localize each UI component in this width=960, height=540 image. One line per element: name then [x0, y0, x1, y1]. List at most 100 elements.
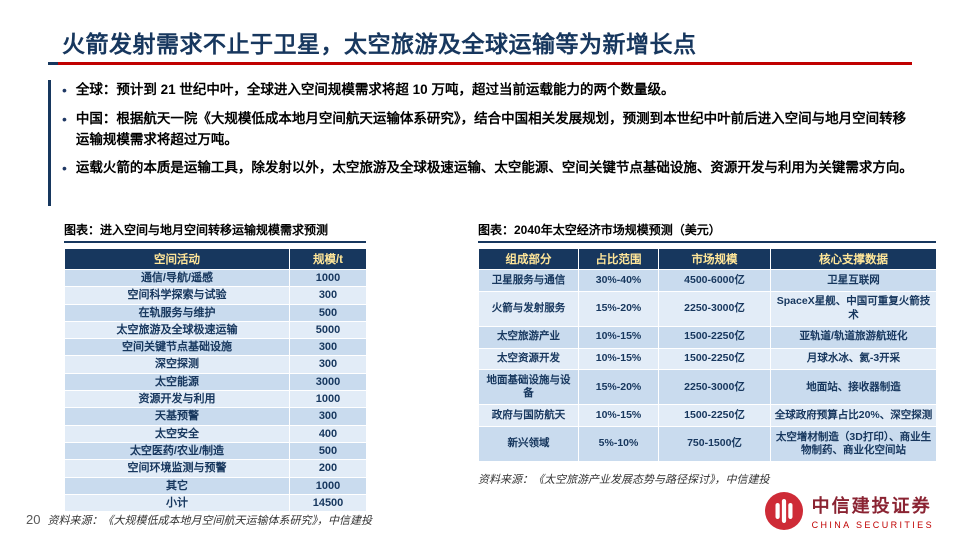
table-cell: 1500-2250亿: [658, 325, 771, 349]
column-header: 市场规模: [658, 248, 771, 270]
title-underline-tip: [48, 62, 58, 65]
table-row: 太空旅游及全球极速运输 5000: [64, 320, 367, 340]
table-cell: 其它: [64, 476, 290, 495]
table-cell: 太空资源开发: [478, 347, 579, 371]
table-cell: 2250-3000亿: [658, 290, 771, 327]
table-cell: 300: [289, 338, 367, 357]
page-title: 火箭发射需求不止于卫星，太空旅游及全球运输等为新增长点: [62, 31, 697, 57]
table-header-row: 组成部分 占比范围 市场规模 核心支撑数据: [478, 248, 937, 270]
table-row: 在轨服务与维护 500: [64, 303, 367, 322]
bullet-body: 根据航天一院《大规模低成本地月空间航天运输体系研究》，结合中国相关发展规划，预测…: [75, 110, 907, 147]
table-cell: 1000: [289, 476, 367, 495]
table-cell: 30%-40%: [578, 269, 659, 292]
table-cell: SpaceX星舰、中国可重复火箭技术: [770, 290, 937, 327]
table-cell: 卫星互联网: [770, 269, 937, 292]
bullet-lead: 全球：: [75, 82, 117, 97]
right-data-table: 组成部分 占比范围 市场规模 核心支撑数据 卫星服务与通信 30%-40% 4500-600…: [478, 248, 937, 463]
bullet-dot-icon: •: [62, 159, 67, 176]
table-cell: 太空增材制造（3D打印）、商业生物制药、商业化空间站: [770, 426, 937, 463]
table-cell: 15%-20%: [578, 290, 659, 327]
bullet-text: 中国：根据航天一院《大规模低成本地月空间航天运输体系研究》，结合中国相关发展规划…: [76, 109, 914, 151]
bullet-dot-icon: •: [62, 110, 67, 127]
column-header: 空间活动: [64, 248, 290, 270]
table-cell: 亚轨道/轨道旅游航班化: [770, 325, 937, 349]
brand-logo: 中信建投证券 CHINA SECURITIES: [764, 491, 934, 531]
table-cell: 2250-3000亿: [658, 369, 771, 406]
table-cell: 10%-15%: [578, 325, 659, 349]
table-cell: 500: [289, 303, 367, 322]
table-cell: 太空医药/农业/制造: [64, 441, 290, 461]
table-cell: 300: [289, 286, 367, 305]
footer: 20 资料来源：《大规模低成本地月空间航天运输体系研究》，中信建投: [26, 512, 372, 528]
table-cell: 太空旅游产业: [478, 325, 579, 349]
bullet-body: 预计到 21 世纪中叶，全球进入空间规模需求将超 10 万吨，超过当前运载能力的…: [116, 82, 675, 97]
bullet-item: • 全球：预计到 21 世纪中叶，全球进入空间规模需求将超 10 万吨，超过当前…: [62, 80, 914, 102]
table-row: 太空安全 400: [64, 424, 367, 443]
table-cell: 300: [289, 407, 367, 426]
column-header: 组成部分: [478, 248, 579, 270]
logo-name-cn: 中信建投证券: [811, 496, 932, 516]
table-cell: 5%-10%: [578, 426, 659, 463]
column-header: 规模/t: [289, 248, 367, 270]
table-header-row: 空间活动 规模/t: [64, 248, 367, 270]
page-number: 20: [26, 512, 41, 527]
table-row: 新兴领域 5%-10% 750-1500亿 太空增材制造（3D打印）、商业生物制药、商…: [478, 426, 937, 463]
table-cell: 1500-2250亿: [658, 404, 771, 428]
bullet-body: 运载火箭的本质是运输工具，除发射以外，太空旅游及全球极速运输、太空能源、空间关键…: [75, 159, 913, 175]
table-cell: 750-1500亿: [658, 426, 771, 463]
right-chart-caption: 图表：2040年太空经济市场规模预测（美元）: [478, 221, 936, 243]
table-cell: 5000: [289, 320, 367, 340]
table-row: 小计 14500: [64, 493, 367, 513]
table-row: 深空探测 300: [64, 355, 367, 374]
left-data-table: 空间活动 规模/t 通信/导航/遥感 1000 空间科学探索与试验 300 在轨服务与维护 5…: [64, 248, 367, 513]
right-chart-source: 资料来源：《太空旅游产业发展态势与路径探讨》，中信建投: [478, 474, 770, 487]
table-row: 太空资源开发 10%-15% 1500-2250亿 月球水冰、氦-3开采: [478, 347, 937, 371]
table-cell: 1000: [289, 268, 367, 288]
table-cell: 400: [289, 424, 367, 443]
table-cell: 政府与国防航天: [478, 404, 579, 428]
bullet-lead: 中国：: [75, 110, 117, 126]
bullet-text: 全球：预计到 21 世纪中叶，全球进入空间规模需求将超 10 万吨，超过当前运载…: [76, 80, 675, 102]
bullet-text: 运载火箭的本质是运输工具，除发射以外，太空旅游及全球极速运输、太空能源、空间关键…: [76, 158, 913, 180]
table-cell: 10%-15%: [578, 404, 659, 428]
column-header: 核心支撑数据: [770, 248, 937, 270]
table-cell: 新兴领域: [478, 426, 579, 463]
content-left-bar: [48, 80, 51, 206]
table-cell: 300: [289, 355, 367, 374]
table-cell: 4500-6000亿: [658, 269, 771, 292]
table-cell: 太空能源: [64, 372, 290, 392]
table-cell: 空间环境监测与预警: [64, 459, 290, 478]
table-row: 地面基础设施与设备 15%-20% 2250-3000亿 地面站、接收器制造: [478, 369, 937, 406]
table-row: 火箭与发射服务 15%-20% 2250-3000亿 SpaceX星舰、中国可重复火箭…: [478, 290, 937, 327]
bullet-item: • 中国：根据航天一院《大规模低成本地月空间航天运输体系研究》，结合中国相关发展…: [62, 109, 914, 151]
table-cell: 小计: [64, 493, 290, 513]
table-cell: 火箭与发射服务: [478, 290, 579, 327]
table-cell: 500: [289, 441, 367, 461]
table-cell: 空间关键节点基础设施: [64, 338, 290, 357]
table-cell: 15%-20%: [578, 369, 659, 406]
bullet-item: • 运载火箭的本质是运输工具，除发射以外，太空旅游及全球极速运输、太空能源、空间…: [62, 158, 914, 180]
bullet-list: • 全球：预计到 21 世纪中叶，全球进入空间规模需求将超 10 万吨，超过当前…: [62, 80, 914, 186]
footer-source: 资料来源：《大规模低成本地月空间航天运输体系研究》，中信建投: [47, 515, 372, 527]
logo-name-en: CHINA SECURITIES: [811, 520, 934, 530]
column-header: 占比范围: [578, 248, 659, 270]
table-row: 太空旅游产业 10%-15% 1500-2250亿 亚轨道/轨道旅游航班化: [478, 325, 937, 349]
right-chart-block: 图表：2040年太空经济市场规模预测（美元） 组成部分 占比范围 市场规模 核心支撑数…: [478, 221, 937, 487]
table-cell: 在轨服务与维护: [64, 303, 290, 322]
table-cell: 14500: [289, 493, 367, 513]
table-cell: 1500-2250亿: [658, 347, 771, 371]
table-cell: 资源开发与利用: [64, 390, 290, 409]
table-row: 空间科学探索与试验 300: [64, 286, 367, 305]
bullet-dot-icon: •: [62, 82, 67, 98]
table-cell: 太空安全: [64, 424, 290, 443]
table-cell: 地面站、接收器制造: [770, 369, 937, 406]
table-cell: 全球政府预算占比20%、深空探测: [770, 404, 937, 428]
logo-text: 中信建投证券 CHINA SECURITIES: [812, 492, 934, 530]
table-row: 太空能源 3000: [64, 372, 367, 392]
table-row: 天基预警 300: [64, 407, 367, 426]
title-underline: [48, 62, 912, 65]
table-cell: 200: [289, 459, 367, 478]
table-row: 其它 1000: [64, 476, 367, 495]
table-row: 空间环境监测与预警 200: [64, 459, 367, 478]
